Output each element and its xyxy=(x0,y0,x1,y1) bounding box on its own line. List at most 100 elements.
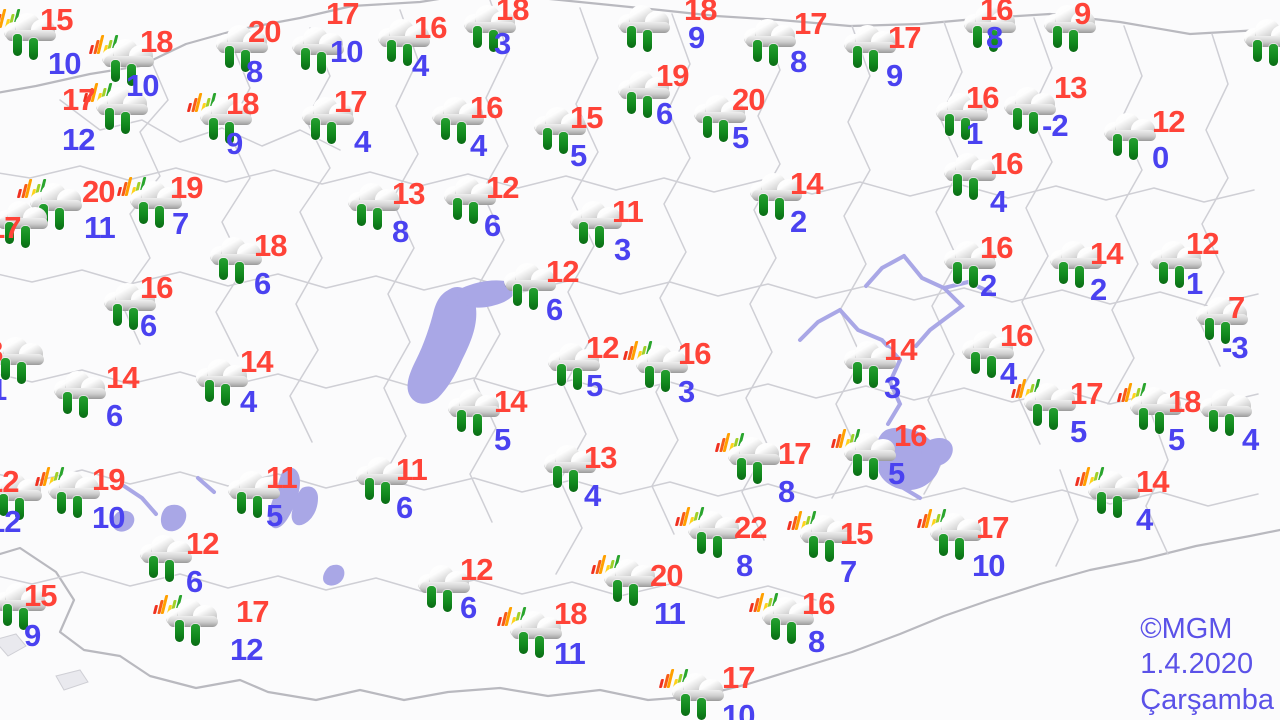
rain-cloud-icon xyxy=(206,232,268,286)
raindrop-icon xyxy=(1139,408,1148,430)
high-temperature: 16 xyxy=(470,90,503,125)
thunderstorm-cloud-icon xyxy=(34,466,106,520)
rain-cloud-icon xyxy=(460,0,522,54)
rain-cloud-icon xyxy=(614,0,676,54)
rain-cloud-icon xyxy=(932,88,994,142)
cloud-shape xyxy=(1200,388,1254,417)
raindrop-icon xyxy=(357,204,366,226)
raindrop-icon xyxy=(1097,492,1106,514)
raindrop-icon xyxy=(73,496,82,518)
raindrop-icon xyxy=(737,458,746,480)
high-temperature: 20 xyxy=(732,82,765,117)
low-temperature: 6 xyxy=(396,490,413,525)
cloud-shape xyxy=(844,340,898,369)
low-temperature: 3 xyxy=(614,232,631,267)
raindrop-icon xyxy=(237,492,246,514)
raindrop-icon xyxy=(769,44,778,66)
raindrop-icon xyxy=(457,410,466,432)
raindrop-icon xyxy=(1129,138,1138,160)
high-temperature: 13 xyxy=(584,440,617,475)
raindrop-icon xyxy=(5,222,14,244)
low-temperature: 10 xyxy=(330,34,363,69)
low-temperature: 6 xyxy=(140,308,157,343)
raindrop-icon xyxy=(105,108,114,130)
low-temperature: 7 xyxy=(840,554,857,589)
raindrop-icon xyxy=(557,364,566,386)
raindrop-icon xyxy=(775,198,784,220)
raindrop-icon xyxy=(513,284,522,306)
raindrop-icon xyxy=(1053,26,1062,48)
raindrop-icon xyxy=(191,624,200,646)
raindrop-icon xyxy=(519,632,528,654)
low-temperature: 6 xyxy=(546,292,563,327)
rain-cloud-icon xyxy=(288,22,350,76)
raindrop-icon xyxy=(209,118,218,140)
low-temperature: 6 xyxy=(106,398,123,433)
watermark-weekday: Çarşamba xyxy=(1140,683,1274,716)
rain-cloud-icon xyxy=(374,14,436,68)
raindrop-icon xyxy=(111,60,120,82)
rain-cloud-icon xyxy=(136,530,198,584)
low-temperature: 4 xyxy=(990,184,1007,219)
thunderstorm-cloud-icon xyxy=(152,594,224,648)
raindrop-icon xyxy=(543,128,552,150)
cloud-shape xyxy=(356,456,410,485)
thunderstorm-cloud-icon xyxy=(786,510,858,564)
raindrop-icon xyxy=(1269,44,1278,66)
raindrop-icon xyxy=(225,122,234,144)
raindrop-icon xyxy=(627,92,636,114)
cloud-shape xyxy=(140,534,194,563)
raindrop-icon xyxy=(681,694,690,716)
raindrop-icon xyxy=(381,482,390,504)
raindrop-icon xyxy=(175,620,184,642)
thunderstorm-cloud-icon xyxy=(496,606,568,660)
cloud-shape xyxy=(1004,86,1058,115)
low-temperature: 5 xyxy=(732,120,749,155)
cloud-shape xyxy=(200,96,254,125)
raindrop-icon xyxy=(1013,108,1022,130)
raindrop-icon xyxy=(365,478,374,500)
raindrop-icon xyxy=(713,536,722,558)
raindrop-icon xyxy=(753,462,762,484)
high-temperature: 16 xyxy=(802,586,835,621)
high-temperature: 16 xyxy=(990,146,1023,181)
raindrop-icon xyxy=(3,604,12,626)
high-temperature: 18 xyxy=(226,86,259,121)
raindrop-icon xyxy=(1,358,10,380)
high-temperature: 16 xyxy=(1000,318,1033,353)
high-temperature: 17 xyxy=(976,510,1009,545)
high-temperature: 16 xyxy=(140,270,173,305)
low-temperature: 4 xyxy=(470,128,487,163)
rain-cloud-icon xyxy=(540,440,602,494)
national-border xyxy=(0,0,1280,702)
high-temperature: 18 xyxy=(254,228,287,263)
raindrop-icon xyxy=(63,392,72,414)
low-temperature: 10 xyxy=(972,548,1005,583)
raindrop-icon xyxy=(489,30,498,52)
raindrop-icon xyxy=(1209,410,1218,432)
low-temperature: 10 xyxy=(48,46,81,81)
raindrop-icon xyxy=(79,396,88,418)
rain-cloud-icon xyxy=(192,354,254,408)
thunderstorm-cloud-icon xyxy=(748,592,820,646)
cloud-shape xyxy=(570,200,624,229)
raindrop-icon xyxy=(221,384,230,406)
rain-cloud-icon xyxy=(840,20,902,74)
low-temperature: 6 xyxy=(186,564,203,599)
low-temperature: 5 xyxy=(266,498,283,533)
thunderstorm-cloud-icon xyxy=(622,340,694,394)
rain-cloud-icon xyxy=(1196,384,1258,438)
high-temperature: 14 xyxy=(106,360,139,395)
raindrop-icon xyxy=(0,494,8,516)
low-temperature: 8 xyxy=(808,624,825,659)
rain-cloud-icon xyxy=(224,466,286,520)
low-temperature: 4 xyxy=(584,478,601,513)
high-temperature: 17 xyxy=(722,660,755,695)
rain-cloud-icon xyxy=(344,178,406,232)
cloud-shape xyxy=(30,182,84,211)
low-temperature: 5 xyxy=(494,422,511,457)
high-temperature: 14 xyxy=(884,332,917,367)
low-temperature: 4 xyxy=(1136,502,1153,537)
raindrop-icon xyxy=(973,26,982,48)
